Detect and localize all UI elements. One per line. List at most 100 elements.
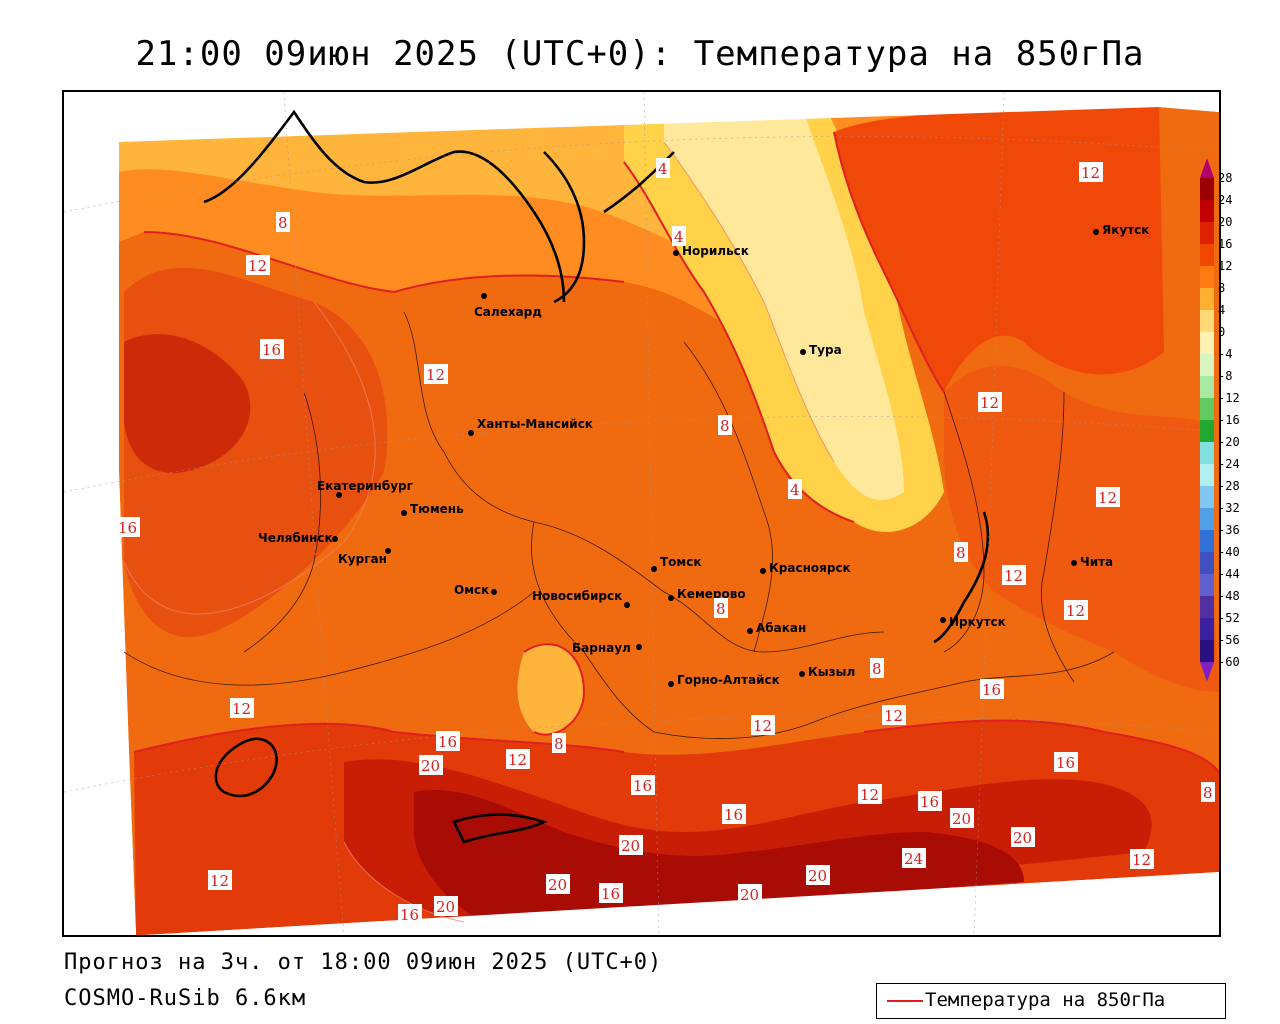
map-canvas: Норильск Якутск Салехард Тура Ханты-Манс… [64,92,1219,935]
isotherm-label: 16 [436,731,460,751]
temperature-field-12-east [944,365,1219,692]
svg-text:8: 8 [278,214,288,232]
legend-line-swatch [887,1000,923,1002]
temperature-field-8-altai [517,644,584,735]
colorbar-swatch [1200,222,1214,244]
isotherm-label: 20 [950,808,974,828]
svg-text:Абакан: Абакан [756,621,806,635]
svg-text:Якутск: Якутск [1102,223,1149,237]
legend: Температура на 850гПа [876,983,1226,1019]
isotherm-label: 16 [398,904,422,924]
svg-text:8: 8 [872,660,882,678]
colorbar-tick-label: -32 [1218,501,1240,515]
svg-text:12: 12 [248,257,267,275]
svg-text:8: 8 [720,417,730,435]
city-kemerovo: Кемерово [668,587,746,601]
isotherm-label: 16 [116,517,140,537]
isotherm-label: 16 [722,804,746,824]
colorbar-tick-label: -60 [1218,655,1240,669]
isotherm-label: 20 [619,835,643,855]
isotherm-label: 12 [208,870,232,890]
svg-text:20: 20 [421,757,440,775]
colorbar-swatch [1200,398,1214,420]
city-norilsk: Норильск [673,244,749,258]
svg-text:12: 12 [860,786,879,804]
isotherm-label: 20 [806,865,830,885]
isotherm-label: 12 [1002,565,1026,585]
colorbar-swatch [1200,420,1214,442]
colorbar-tick-label: 28 [1218,171,1232,185]
svg-text:Горно-Алтайск: Горно-Алтайск [677,673,780,687]
svg-text:16: 16 [438,733,457,751]
svg-text:Барнаул: Барнаул [572,641,631,655]
svg-text:12: 12 [210,872,229,890]
colorbar-swatch [1200,288,1214,310]
isotherm-label: 20 [738,884,762,904]
colorbar-swatch [1200,332,1214,354]
svg-text:24: 24 [904,850,923,868]
svg-text:20: 20 [740,886,759,904]
city-omsk: Омск [454,583,497,597]
svg-text:20: 20 [548,876,567,894]
isotherm-label: 20 [1011,827,1035,847]
isotherm-label: 24 [902,848,926,868]
isotherm-label: 16 [918,791,942,811]
region-borders [123,311,1115,739]
svg-text:8: 8 [956,544,966,562]
colorbar-tick-label: -8 [1218,369,1232,383]
temperature-map: Норильск Якутск Салехард Тура Ханты-Манс… [62,90,1221,937]
svg-text:12: 12 [1132,851,1151,869]
isotherm-label: 16 [1054,752,1078,772]
svg-text:12: 12 [980,394,999,412]
city-tura: Тура [800,343,842,357]
city-kyzyl: Кызыл [799,665,855,679]
city-irkutsk: Иркутск [940,615,1006,629]
city-khanty-mansiysk: Ханты-Мансийск [468,417,593,436]
svg-text:Новосибирск: Новосибирск [532,589,622,603]
svg-text:Красноярск: Красноярск [769,561,851,575]
isotherm-lines-thin [123,141,835,923]
city-barnaul: Барнаул [572,641,642,655]
svg-text:20: 20 [436,898,455,916]
city-tyumen: Тюмень [401,502,464,516]
svg-text:12: 12 [1066,602,1085,620]
isotherm-labels: 4 4 8 12 16 12 8 4 8 12 16 12 8 12 12 12… [116,158,1215,924]
isotherm-label: 4 [788,479,802,499]
colorbar-tick-label: -56 [1218,633,1240,647]
city-chita: Чита [1071,555,1113,569]
svg-text:16: 16 [118,519,137,537]
svg-text:16: 16 [633,777,652,795]
isotherm-label: 20 [546,874,570,894]
legend-label: Температура на 850гПа [925,989,1166,1011]
svg-text:8: 8 [716,600,726,618]
svg-text:4: 4 [790,481,800,499]
svg-text:12: 12 [508,751,527,769]
temperature-field-20-west [124,334,251,473]
colorbar-swatch [1200,530,1214,552]
colorbar-tick-label: -44 [1218,567,1240,581]
svg-text:20: 20 [952,810,971,828]
svg-text:Омск: Омск [454,583,489,597]
svg-text:Норильск: Норильск [682,244,749,258]
colorbar-swatch [1200,442,1214,464]
svg-text:8: 8 [554,735,564,753]
colorbar-tick-label: 0 [1218,325,1225,339]
colorbar-tick-label: -16 [1218,413,1240,427]
colorbar-tick-label: -36 [1218,523,1240,537]
colorbar-tick-label: -20 [1218,435,1240,449]
isotherm-label: 8 [552,733,566,753]
isotherm-label: 8 [954,542,968,562]
isotherm-label: 12 [506,749,530,769]
colorbar-swatch [1200,618,1214,640]
colorbar-tick-label: 16 [1218,237,1232,251]
svg-text:Тура: Тура [809,343,842,357]
svg-text:Курган: Курган [338,552,387,566]
temperature-field-0-central [664,112,904,501]
colorbar-tick-label: -24 [1218,457,1240,471]
isotherm-label: 20 [434,896,458,916]
isotherm-label: 16 [631,775,655,795]
isotherm-label: 12 [246,255,270,275]
svg-text:20: 20 [1013,829,1032,847]
svg-text:16: 16 [724,806,743,824]
svg-text:Челябинск: Челябинск [258,531,333,545]
